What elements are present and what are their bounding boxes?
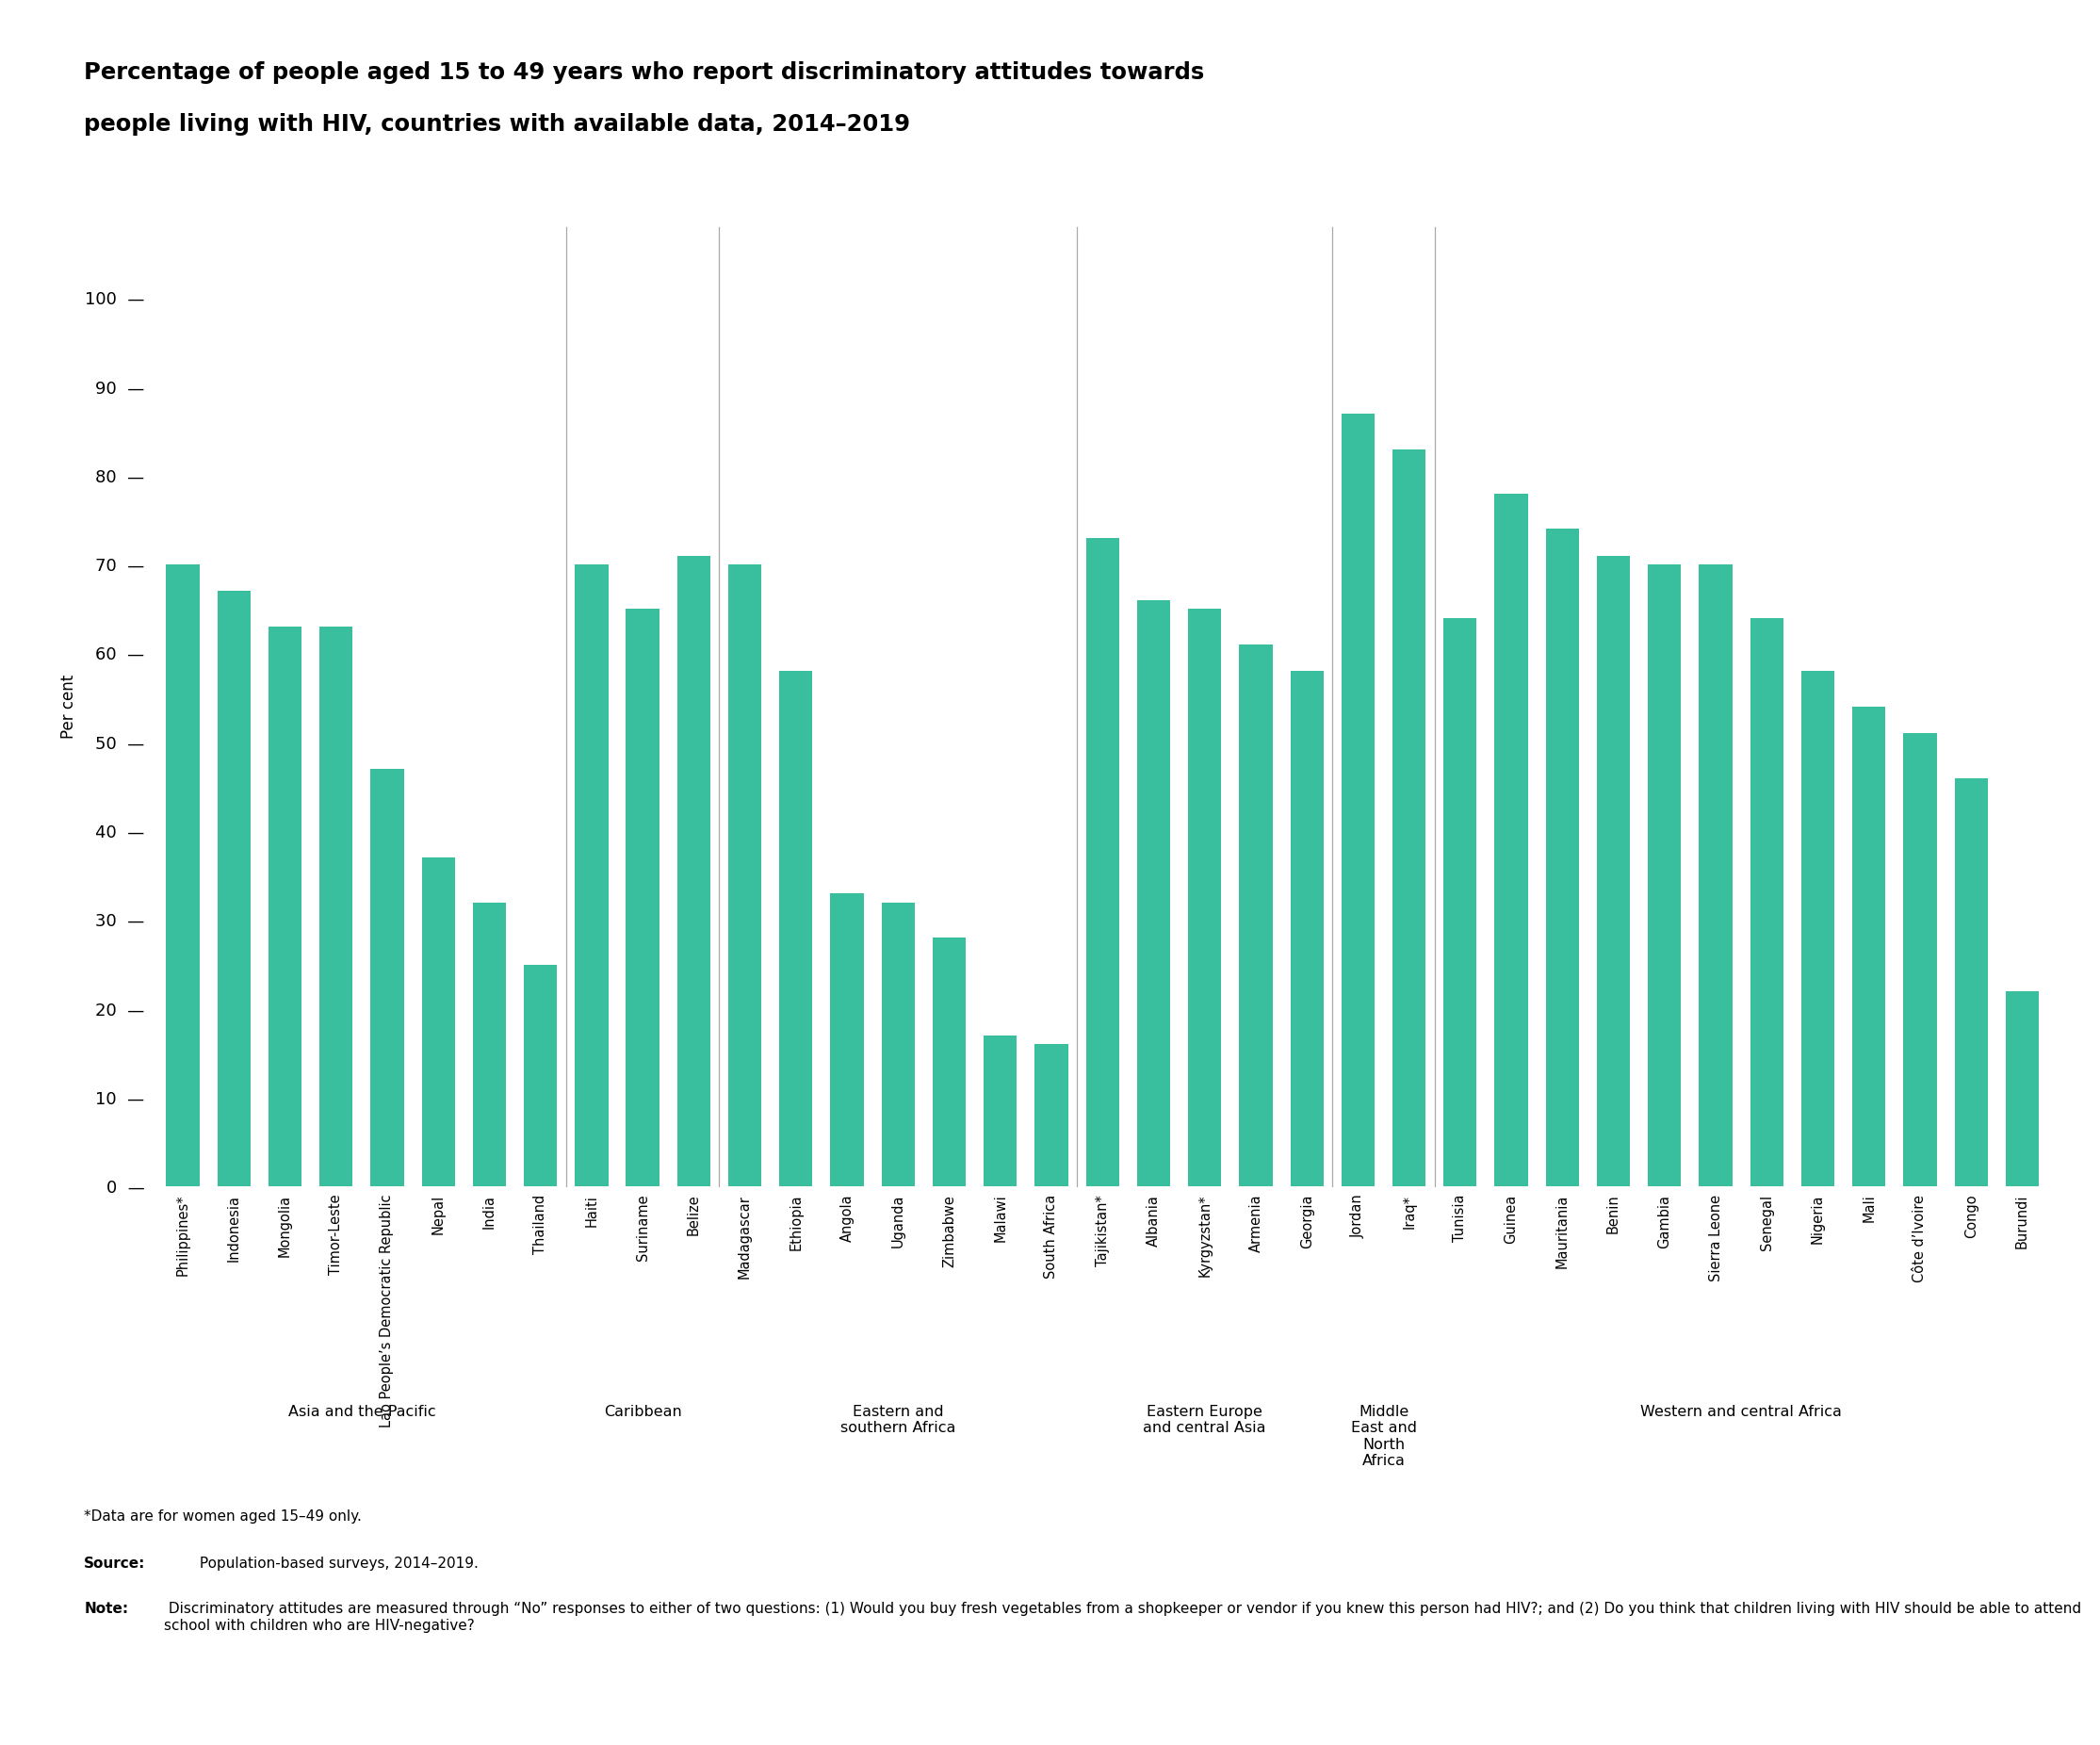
Bar — [1392, 448, 1426, 1187]
Bar — [1086, 537, 1119, 1187]
Bar — [932, 937, 966, 1187]
Bar — [1596, 555, 1630, 1187]
Text: people living with HIV, countries with available data, 2014–2019: people living with HIV, countries with a… — [84, 113, 909, 136]
Bar — [2005, 991, 2039, 1187]
Bar — [422, 859, 456, 1187]
Text: *Data are for women aged 15–49 only.: *Data are for women aged 15–49 only. — [84, 1509, 361, 1523]
Text: Source:: Source: — [84, 1557, 145, 1570]
Bar — [882, 902, 916, 1187]
Bar — [523, 965, 556, 1187]
Text: Asia and the Pacific: Asia and the Pacific — [288, 1405, 435, 1419]
Text: Percentage of people aged 15 to 49 years who report discriminatory attitudes tow: Percentage of people aged 15 to 49 years… — [84, 61, 1205, 84]
Bar — [1443, 618, 1476, 1187]
Text: Population-based surveys, 2014–2019.: Population-based surveys, 2014–2019. — [195, 1557, 479, 1570]
Bar — [1699, 565, 1732, 1187]
Y-axis label: Per cent: Per cent — [61, 675, 78, 738]
Bar — [1546, 529, 1579, 1187]
Bar — [626, 609, 659, 1187]
Bar — [1852, 707, 1886, 1187]
Bar — [1035, 1045, 1069, 1187]
Text: Note:: Note: — [84, 1602, 128, 1616]
Bar — [1955, 778, 1989, 1187]
Bar — [473, 902, 506, 1187]
Bar — [830, 893, 863, 1187]
Bar — [779, 672, 813, 1187]
Text: Eastern and
southern Africa: Eastern and southern Africa — [840, 1405, 956, 1434]
Bar — [216, 592, 250, 1187]
Bar — [676, 555, 710, 1187]
Text: Caribbean: Caribbean — [603, 1405, 683, 1419]
Bar — [1649, 565, 1682, 1187]
Bar — [983, 1035, 1016, 1187]
Bar — [166, 565, 200, 1187]
Bar — [1189, 609, 1222, 1187]
Bar — [1342, 414, 1376, 1187]
Bar — [269, 626, 302, 1187]
Bar — [370, 770, 403, 1187]
Text: Eastern Europe
and central Asia: Eastern Europe and central Asia — [1142, 1405, 1266, 1434]
Text: Discriminatory attitudes are measured through “No” responses to either of two qu: Discriminatory attitudes are measured th… — [164, 1602, 2081, 1632]
Bar — [1903, 733, 1936, 1187]
Bar — [1136, 600, 1170, 1187]
Bar — [1495, 494, 1529, 1187]
Bar — [575, 565, 609, 1187]
Bar — [1749, 618, 1783, 1187]
Bar — [1239, 644, 1273, 1187]
Bar — [729, 565, 762, 1187]
Text: Middle
East and
North
Africa: Middle East and North Africa — [1350, 1405, 1418, 1468]
Bar — [1289, 672, 1323, 1187]
Text: Western and central Africa: Western and central Africa — [1640, 1405, 1842, 1419]
Bar — [1802, 672, 1835, 1187]
Bar — [319, 626, 353, 1187]
